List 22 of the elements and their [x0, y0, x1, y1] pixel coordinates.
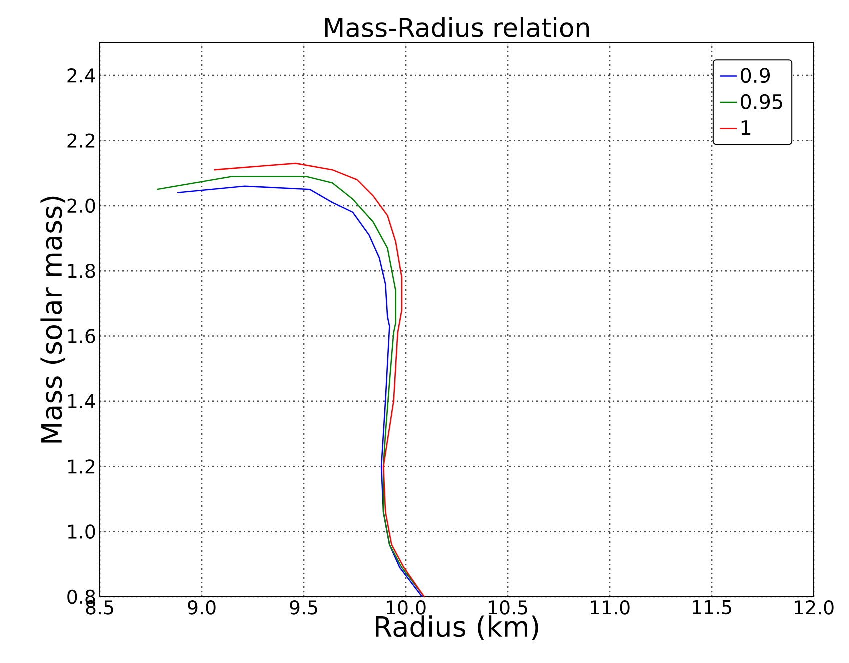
- x-tick-label: 11.5: [693, 600, 732, 615]
- legend-label: 0.95: [741, 94, 782, 110]
- y-tick-label: 1.4: [68, 394, 96, 408]
- y-tick-label: 1.0: [68, 524, 96, 539]
- legend-label: 1: [742, 120, 751, 136]
- y-tick-label: 1.2: [68, 460, 95, 474]
- y-tick-label: 2.0: [68, 198, 96, 214]
- y-tick-label: 1.6: [68, 329, 96, 344]
- chart-title: Mass-Radius relation: [325, 17, 590, 38]
- legend-label: 0.9: [741, 68, 770, 84]
- x-tick-label: 10.0: [387, 600, 426, 615]
- y-axis-title: Mass (solar mass): [40, 196, 66, 443]
- x-tick-label: 9.0: [188, 600, 216, 615]
- y-tick-label: 2.4: [68, 68, 96, 83]
- x-tick-label: 12.0: [795, 600, 834, 615]
- y-tick-label: 1.8: [68, 264, 96, 278]
- y-tick-label: 2.2: [68, 134, 95, 148]
- x-tick-label: 9.5: [290, 600, 318, 615]
- x-tick-label: 10.5: [489, 600, 528, 615]
- x-tick-label: 11.0: [591, 600, 630, 615]
- x-axis-title: Radius (km): [376, 616, 538, 641]
- line-series: [214, 162, 426, 597]
